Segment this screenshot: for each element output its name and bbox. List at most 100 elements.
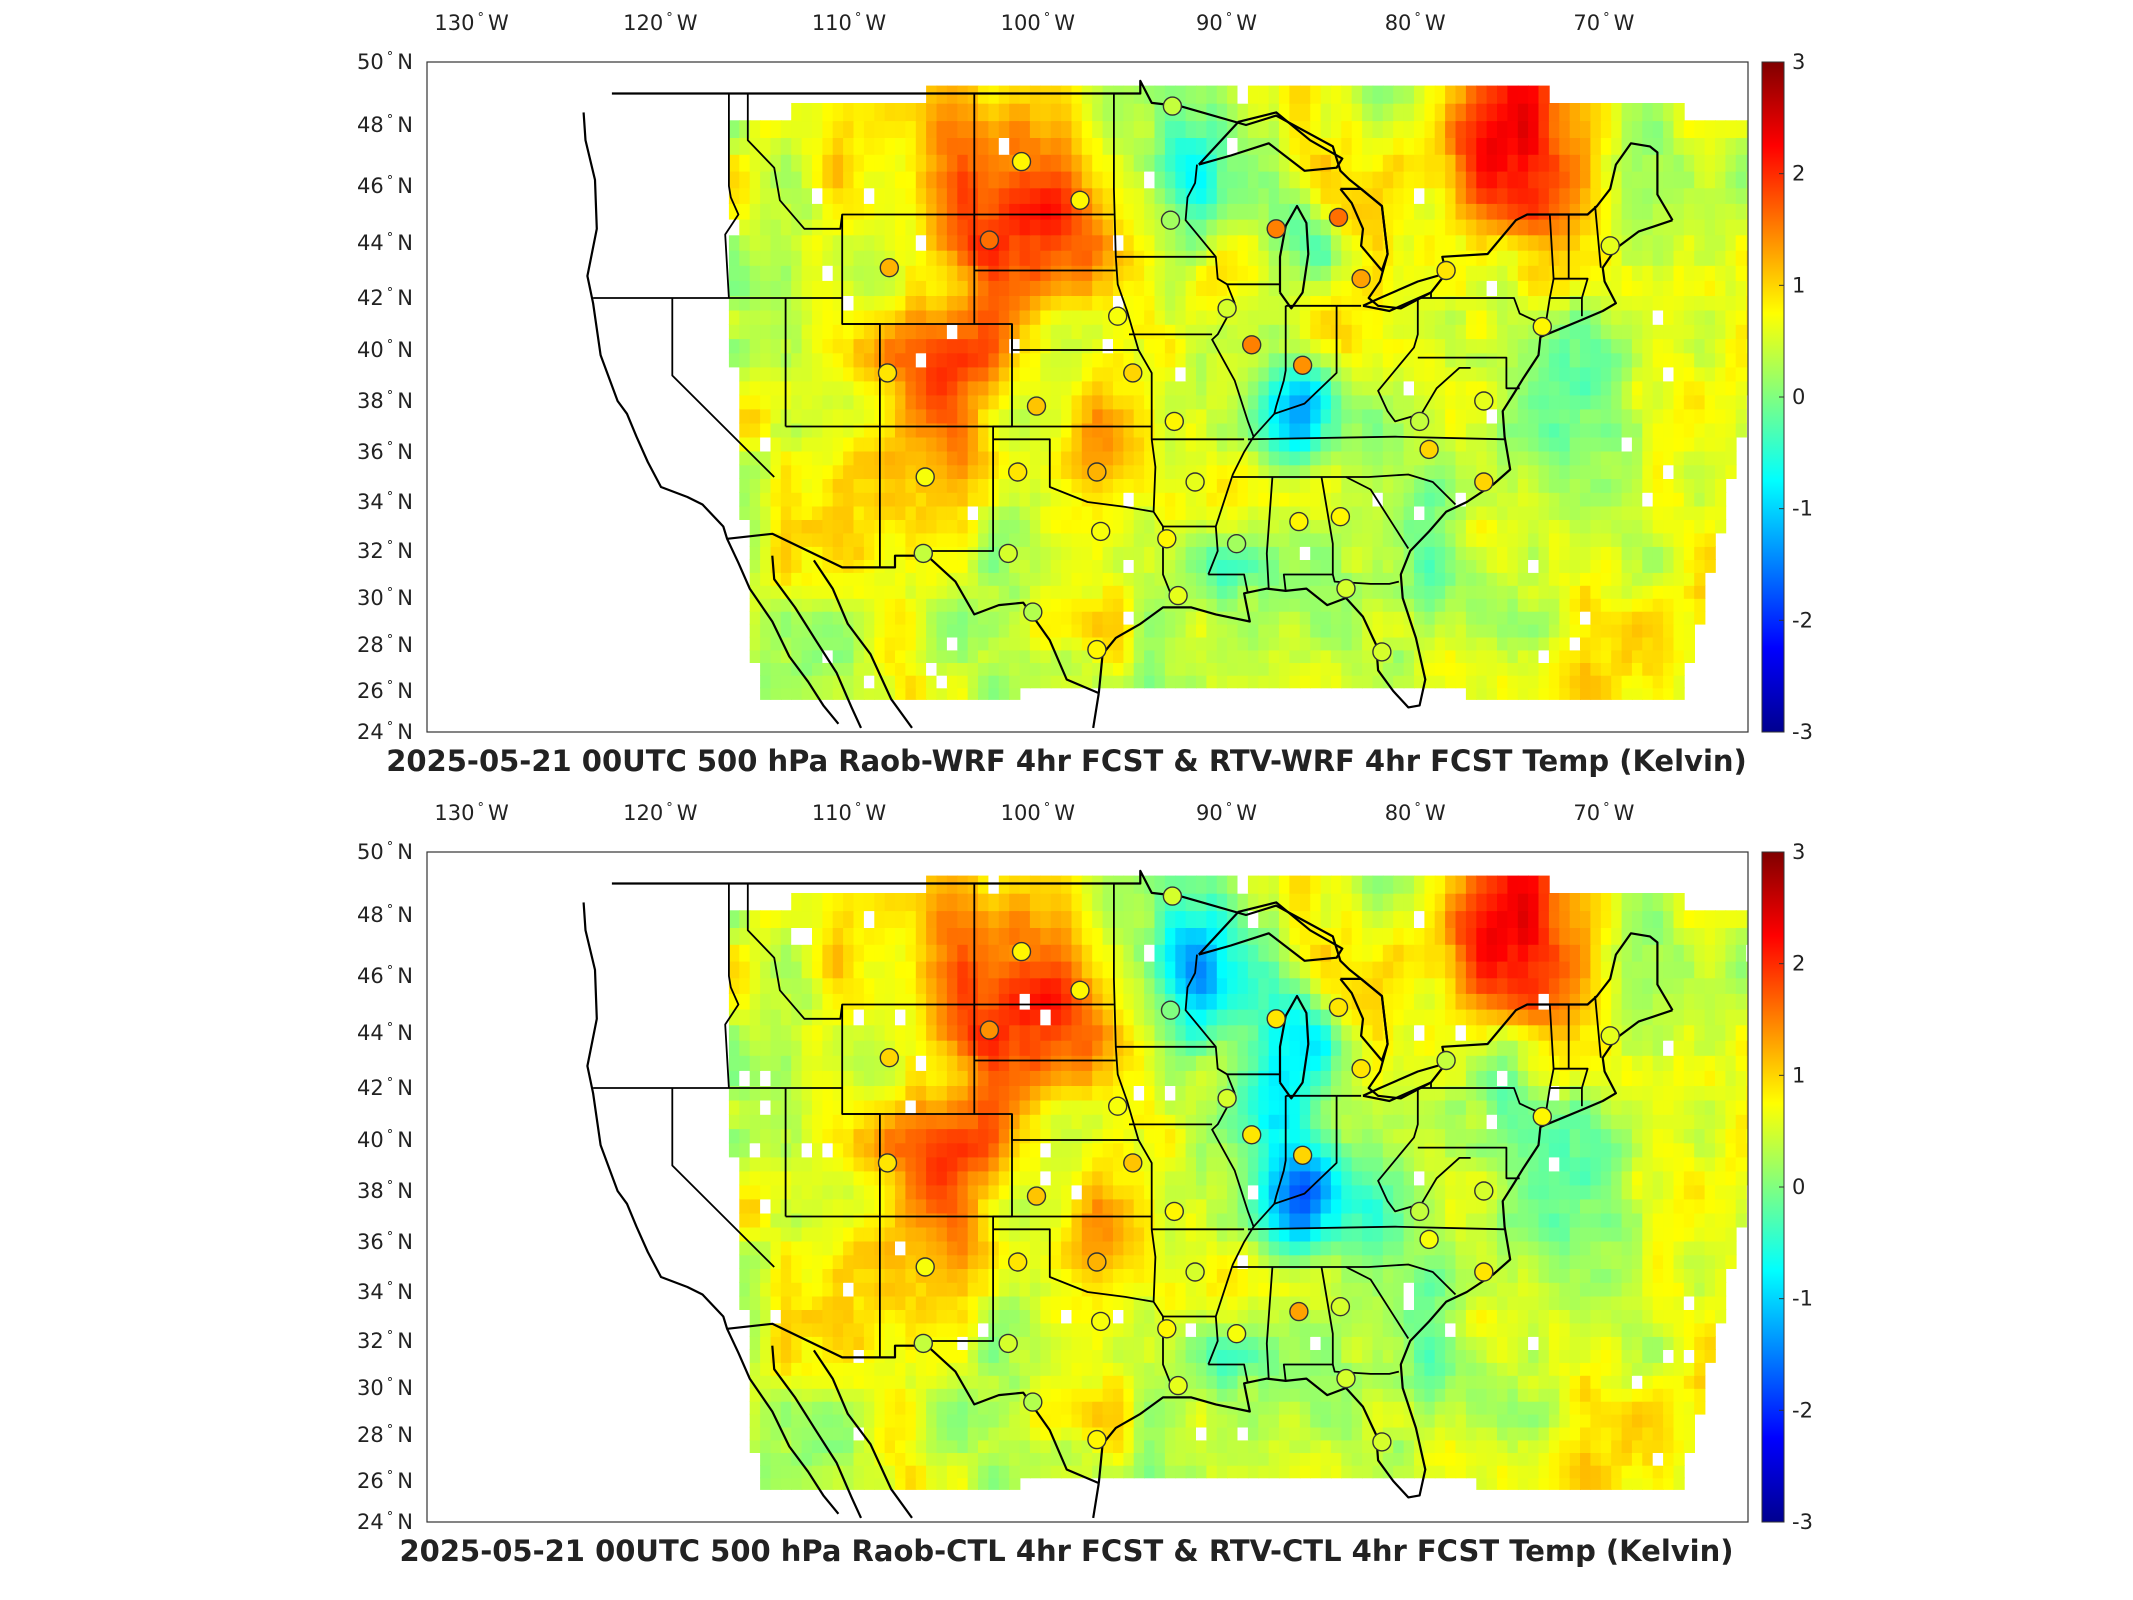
colorbar-tick-label: 0 — [1792, 385, 1805, 409]
lat-tick-label: 32 ° N — [357, 1329, 413, 1353]
colorbar-tick-label: 3 — [1792, 840, 1805, 864]
state-border — [974, 1113, 1139, 1141]
coastline — [812, 1349, 913, 1519]
raob-station-marker — [1600, 236, 1620, 256]
state-border — [1273, 1095, 1287, 1205]
lon-tick-label: 100 ° W — [1001, 11, 1076, 35]
raob-station-marker — [1419, 439, 1439, 460]
state-border — [671, 298, 775, 478]
map-frame — [426, 851, 1749, 1523]
temperature-anomaly-field — [728, 875, 1748, 1490]
raob-station-marker — [1008, 1252, 1028, 1272]
raob-station-marker — [1162, 96, 1183, 116]
lat-tick-label: 24 ° N — [357, 720, 413, 744]
lat-tick-label: 26 ° N — [357, 1469, 413, 1493]
state-border — [1549, 1067, 1589, 1089]
state-border — [925, 1114, 1013, 1342]
lat-tick-label: 40 ° N — [357, 338, 413, 362]
state-border — [842, 1113, 881, 1358]
state-border — [1247, 435, 1505, 441]
state-border — [841, 883, 976, 1115]
raob-station-marker — [1168, 585, 1188, 606]
state-border — [1549, 277, 1589, 299]
great-lake-outline — [1278, 204, 1310, 310]
coastline — [771, 555, 862, 729]
state-border — [925, 324, 1013, 552]
state-border — [1377, 298, 1471, 423]
raob-station-marker — [1372, 1432, 1392, 1452]
raob-station-marker — [1292, 355, 1313, 375]
coastline — [582, 902, 840, 1515]
colorbar-tick-label: -1 — [1792, 497, 1813, 521]
lat-tick-label: 42 ° N — [357, 286, 413, 310]
state-border — [1208, 1363, 1249, 1384]
raob-station-marker — [1107, 1096, 1128, 1116]
lat-tick-label: 46 ° N — [357, 174, 413, 198]
raob-station-marker — [1008, 462, 1028, 482]
great-lake-outline — [1278, 994, 1310, 1100]
colorbar-tick-label: 1 — [1792, 273, 1805, 297]
lon-tick-label: 110 ° W — [812, 11, 887, 35]
raob-station-marker — [1164, 1201, 1185, 1222]
raob-station-marker — [1185, 472, 1205, 492]
lat-tick-label: 34 ° N — [357, 490, 413, 514]
raob-station-marker — [1090, 521, 1111, 542]
raob-station-marker — [1217, 1088, 1237, 1109]
lat-tick-label: 32 ° N — [357, 539, 413, 563]
raob-station-marker — [1419, 1229, 1439, 1250]
raob-station-marker — [1226, 1324, 1247, 1344]
raob-station-marker — [1023, 602, 1043, 622]
coastline — [1092, 692, 1100, 729]
raob-station-marker — [1107, 306, 1128, 326]
raob-station-marker — [1292, 1145, 1313, 1165]
raob-station-marker — [1474, 391, 1494, 411]
raob-station-marker — [979, 230, 1000, 250]
raob-station-marker — [1330, 507, 1351, 527]
state-border — [1345, 1266, 1410, 1339]
raob-station-marker — [915, 467, 935, 487]
lat-tick-label: 48 ° N — [357, 903, 413, 927]
lat-tick-label: 48 ° N — [357, 113, 413, 137]
coastline — [812, 559, 913, 729]
raob-station-marker — [913, 543, 933, 564]
lat-tick-label: 42 ° N — [357, 1076, 413, 1100]
state-border — [1377, 1088, 1471, 1213]
raob-station-marker — [1266, 1009, 1286, 1029]
raob-station-marker — [1087, 1429, 1107, 1450]
raob-station-marker — [1160, 210, 1181, 230]
us-mexico-border — [726, 532, 1100, 695]
raob-station-marker — [1532, 1106, 1553, 1127]
colorbar-tick-label: -3 — [1792, 720, 1813, 744]
state-border — [1594, 205, 1602, 268]
state-border — [1184, 164, 1255, 575]
raob-station-marker — [1336, 578, 1356, 599]
us-canada-border — [611, 79, 1674, 310]
raob-station-marker — [1164, 411, 1185, 432]
raob-station-marker — [1328, 207, 1349, 228]
raob-station-marker — [1241, 335, 1262, 355]
lon-tick-label: 80 ° W — [1385, 801, 1446, 825]
raob-station-marker — [1123, 1153, 1143, 1173]
lat-tick-label: 50 ° N — [357, 50, 413, 74]
lat-tick-label: 30 ° N — [357, 1376, 413, 1400]
lat-tick-label: 24 ° N — [357, 1510, 413, 1534]
state-border — [1346, 473, 1457, 506]
lon-tick-label: 120 ° W — [623, 11, 698, 35]
state-border — [1417, 356, 1520, 390]
lat-tick-label: 44 ° N — [357, 1021, 413, 1045]
colorbar-tick-label: 0 — [1792, 1175, 1805, 1199]
lat-tick-label: 46 ° N — [357, 964, 413, 988]
lat-tick-label: 36 ° N — [357, 1230, 413, 1254]
lon-tick-label: 130 ° W — [434, 11, 509, 35]
state-border — [1417, 1146, 1520, 1180]
lat-tick-label: 38 ° N — [357, 389, 413, 413]
raob-station-marker — [1436, 1050, 1456, 1071]
colorbar-tick-label: 2 — [1792, 952, 1805, 976]
map-figure-top: 130 ° W 120 ° W 110 ° W 100 ° W 90 ° W 80 ° W 70 ° W 50 ° N 48 ° N… — [357, 11, 1813, 744]
state-border — [1273, 305, 1287, 415]
raob-station-marker — [915, 1257, 935, 1277]
raob-station-marker — [998, 1333, 1018, 1354]
lon-tick-label: 130 ° W — [434, 801, 509, 825]
raob-station-marker — [1474, 472, 1494, 492]
colorbar-tick-label: 1 — [1792, 1063, 1805, 1087]
